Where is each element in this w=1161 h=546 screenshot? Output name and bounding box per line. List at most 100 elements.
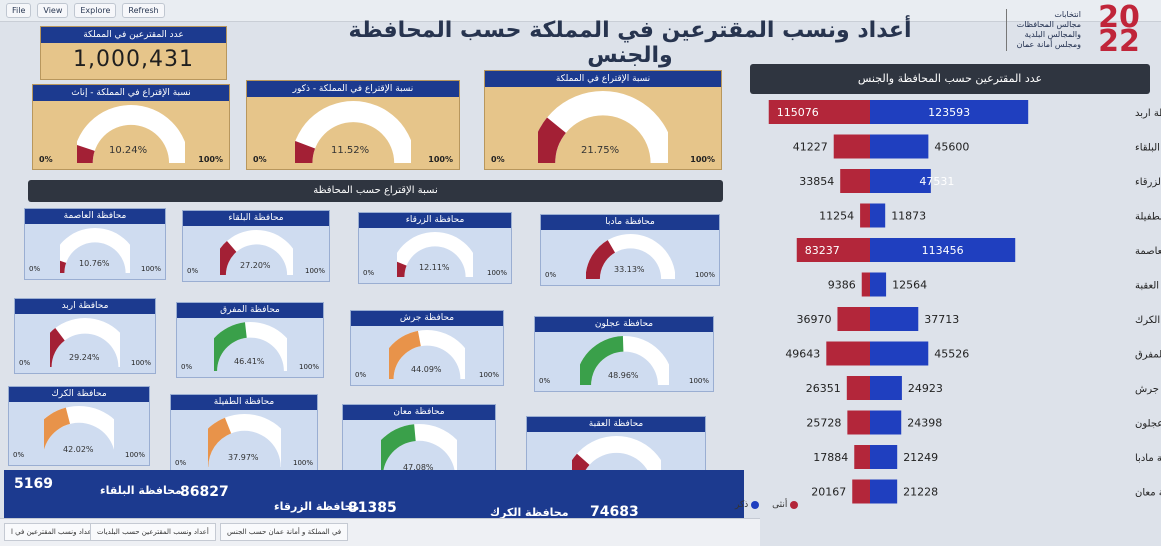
big-gauge-card: نسبة الإقتراع في المملكة - ذكور 11.52% 0% 1…	[246, 80, 460, 170]
bar-female[interactable]	[854, 445, 870, 469]
gauge	[50, 317, 120, 369]
governorate-gauge-card: محافظة عجلون 48.96% 0% 100%	[534, 316, 714, 392]
category-label: محافظة الزرقاء	[1135, 177, 1161, 188]
tab-page[interactable]: في المملكة و أمانة عمان حسب الجنس	[220, 523, 349, 541]
gauge-value: 12.11%	[419, 263, 450, 272]
bar-female[interactable]	[833, 134, 870, 159]
gauge-title: محافظة البلقاء	[183, 211, 329, 226]
bar-female[interactable]	[826, 341, 870, 366]
gauge-title: محافظة الزرقاء	[359, 213, 511, 228]
tab-page[interactable]: أعداد ونسب المقترعين حسب البلديات	[90, 523, 216, 541]
data-label-female: 26351	[806, 382, 841, 395]
bar-female[interactable]	[837, 307, 870, 331]
bar-female[interactable]	[860, 203, 870, 228]
data-label-female: 36970	[796, 313, 831, 326]
logo-line: انتخابات	[1054, 10, 1081, 19]
refresh-button[interactable]: Refresh	[122, 3, 165, 18]
bar-male[interactable]	[870, 479, 898, 504]
bottom-label: محافظة الكرك	[490, 506, 569, 519]
gauge-title: محافظة العقبة	[527, 417, 705, 432]
category-label: محافظة مادبا	[1135, 453, 1161, 464]
gauge	[219, 229, 293, 277]
gauge-max: 100%	[478, 371, 499, 379]
logo-year-bottom: 22	[1098, 24, 1140, 59]
logo-text: انتخابات مجالس المحافظات والمجالس البلدي…	[1017, 10, 1081, 50]
data-label-male: 113456	[922, 244, 964, 257]
bottom-summary-strip: 5169 محافظة البلقاء 86827 محافظة الزرقاء…	[4, 470, 744, 520]
data-label-male: 21228	[903, 486, 938, 499]
governorate-gauge-card: محافظة الكرك 42.02% 0% 100%	[8, 386, 150, 466]
page-title: أعداد ونسب المقترعين في المملكة حسب المح…	[348, 18, 912, 68]
bar-male[interactable]	[870, 410, 902, 435]
gauge-track	[538, 91, 668, 163]
gauge-title: نسبة الإقتراع في المملكة	[485, 71, 721, 87]
gauge-max: 100%	[694, 271, 715, 279]
gauge-max: 100%	[688, 377, 709, 385]
bar-male[interactable]	[870, 169, 931, 193]
big-gauge-card: نسبة الإقتراع في المملكة - إناث 10.24% 0% 1…	[32, 84, 230, 170]
category-label: محافظة عجلون	[1135, 419, 1161, 430]
gauge-max: 100%	[298, 363, 319, 371]
gauge-min: 0%	[363, 269, 375, 277]
gauge-max: 100%	[690, 155, 715, 164]
elections-logo: انتخابات مجالس المحافظات والمجالس البلدي…	[957, 2, 1147, 58]
bar-male[interactable]	[870, 376, 902, 400]
gauge-min: 0%	[175, 459, 187, 467]
gauge-max: 100%	[124, 451, 145, 459]
gauge-title: محافظة معان	[343, 405, 495, 420]
bar-male[interactable]	[870, 272, 887, 297]
gauge-fill	[44, 407, 71, 450]
bar-female[interactable]	[861, 272, 870, 297]
file-menu[interactable]: File	[6, 3, 32, 18]
gauge-title: محافظة الكرك	[9, 387, 149, 402]
gauge-title: محافظة جرش	[351, 311, 503, 326]
bar-female[interactable]	[768, 100, 870, 124]
gauge-value: 44.09%	[411, 365, 442, 374]
gauge-value: 11.52%	[331, 145, 370, 156]
gauge	[585, 233, 675, 281]
bar-male[interactable]	[870, 134, 929, 159]
gauge-min: 0%	[253, 155, 267, 164]
bar-male[interactable]	[870, 341, 929, 366]
gauge-value: 42.02%	[63, 445, 94, 454]
bottom-number: 81385	[348, 500, 397, 516]
tab-page[interactable]: أعداد ونسب المقترعين في ا	[4, 523, 101, 541]
gauge-title: محافظة المفرق	[177, 303, 323, 318]
kpi-label: عدد المقترعين في المملكة	[41, 27, 226, 43]
bar-male[interactable]	[870, 100, 1029, 124]
chart-legend: أنثى ذكر	[735, 500, 801, 510]
section-title: نسبة الإقتراع حسب المحافظة	[28, 180, 723, 202]
bar-female[interactable]	[852, 479, 870, 504]
data-label-female: 11254	[819, 210, 854, 223]
gauge-max: 100%	[292, 459, 313, 467]
gauge-min: 0%	[181, 363, 193, 371]
bar-male[interactable]	[870, 238, 1016, 262]
view-menu[interactable]: View	[37, 3, 69, 18]
gauge-min: 0%	[539, 377, 551, 385]
bar-female[interactable]	[847, 410, 870, 435]
governorate-gauge-card: محافظة البلقاء 27.20% 0% 100%	[182, 210, 330, 282]
governorate-gauge-card: محافظة مادبا 33.13% 0% 100%	[540, 214, 720, 286]
bar-male[interactable]	[870, 203, 886, 228]
bar-male[interactable]	[870, 445, 898, 469]
gauge-title: محافظة عجلون	[535, 317, 713, 332]
toolbar: File View Explore Refresh	[0, 0, 1161, 22]
logo-separator	[1005, 9, 1007, 51]
gauge-max: 100%	[198, 155, 223, 164]
data-label-male: 47531	[919, 175, 954, 188]
gauge-fill	[294, 141, 315, 163]
bar-female[interactable]	[846, 376, 870, 400]
explore-menu[interactable]: Explore	[74, 3, 117, 18]
bar-male[interactable]	[870, 307, 919, 331]
gauge	[397, 231, 473, 279]
bar-female[interactable]	[840, 169, 870, 193]
category-label: محافظة العاصمة	[1135, 246, 1161, 257]
bottom-label: محافظة البلقاء	[100, 484, 182, 497]
gauge	[44, 405, 114, 461]
bar-female[interactable]	[796, 238, 870, 262]
data-label-female: 25728	[806, 417, 841, 430]
page-tabs: أعداد ونسب المقترعين في ا أعداد ونسب الم…	[0, 518, 760, 546]
category-label: محافظة معان	[1135, 488, 1161, 499]
bottom-label: محافظة الزرقاء	[274, 500, 360, 513]
gauge	[389, 329, 465, 381]
